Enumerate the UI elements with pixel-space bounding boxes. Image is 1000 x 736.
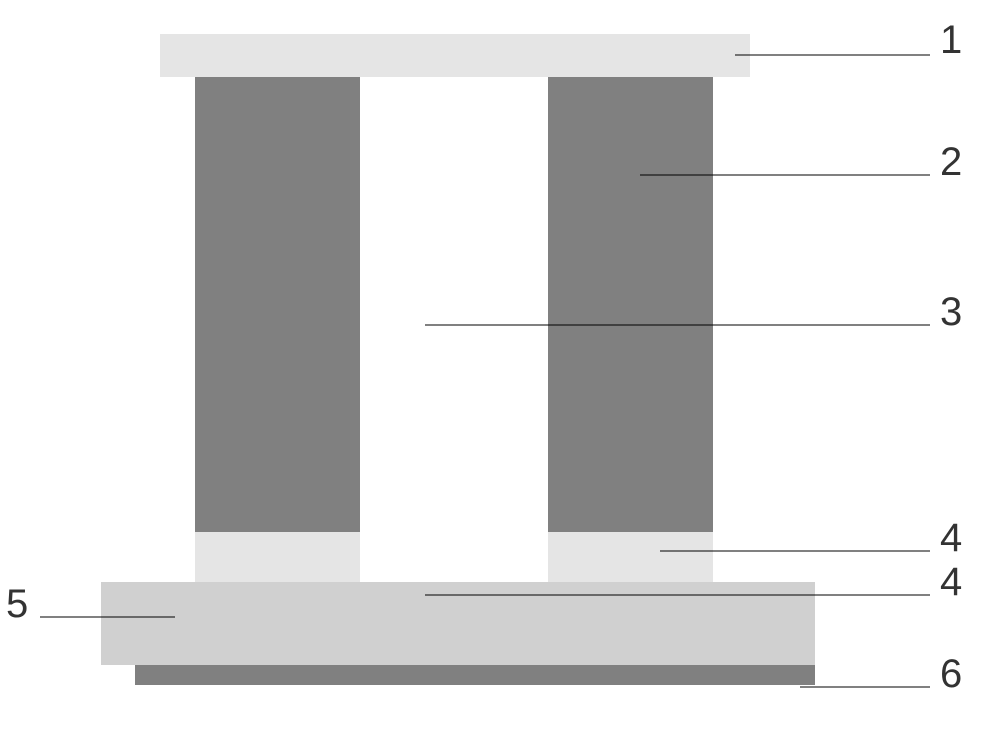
leader-lines	[0, 0, 1000, 736]
label-3: 3	[940, 290, 962, 335]
structural-diagram: 1 2 3 4 4 5 6	[0, 0, 1000, 736]
label-4b: 4	[940, 560, 962, 605]
label-5: 5	[6, 582, 28, 627]
label-4a: 4	[940, 516, 962, 561]
label-1: 1	[940, 18, 962, 63]
label-2: 2	[940, 140, 962, 185]
label-6: 6	[940, 652, 962, 697]
